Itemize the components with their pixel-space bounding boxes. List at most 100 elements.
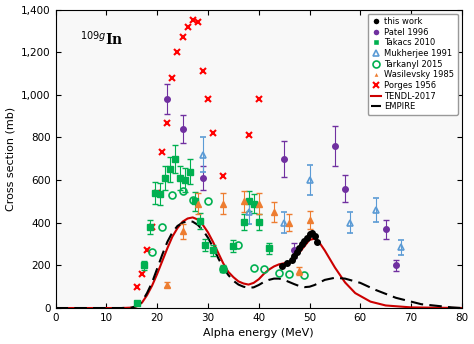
Porges 1956: [205, 97, 211, 101]
TENDL-2017: [383, 303, 389, 308]
EMPIRE: [312, 283, 318, 287]
TENDL-2017: [266, 268, 272, 272]
EMPIRE: [185, 219, 191, 223]
TENDL-2017: [210, 240, 216, 244]
EMPIRE: [119, 306, 125, 310]
TENDL-2017: [226, 270, 231, 274]
EMPIRE: [373, 288, 378, 292]
EMPIRE: [449, 305, 455, 310]
this work: [309, 232, 315, 236]
this work: [294, 249, 300, 254]
this work: [314, 240, 320, 244]
EMPIRE: [297, 284, 302, 288]
EMPIRE: [301, 285, 307, 289]
Tarkanyl 2015: [276, 271, 282, 275]
EMPIRE: [159, 252, 165, 257]
this work: [304, 236, 310, 240]
EMPIRE: [357, 281, 363, 285]
EMPIRE: [266, 278, 272, 282]
Porges 1956: [144, 248, 150, 252]
Line: Porges 1956: Porges 1956: [133, 17, 262, 290]
TENDL-2017: [276, 262, 282, 266]
TENDL-2017: [307, 238, 312, 242]
EMPIRE: [226, 273, 231, 277]
TENDL-2017: [195, 217, 201, 222]
EMPIRE: [292, 282, 297, 286]
TENDL-2017: [368, 300, 374, 304]
this work: [297, 246, 302, 250]
TENDL-2017: [246, 282, 251, 287]
Porges 1956: [149, 225, 155, 229]
EMPIRE: [241, 284, 246, 289]
Tarkanyl 2015: [286, 272, 292, 276]
EMPIRE: [200, 228, 206, 232]
EMPIRE: [53, 306, 58, 310]
this work: [279, 265, 284, 269]
TENDL-2017: [317, 241, 322, 245]
EMPIRE: [307, 284, 312, 289]
TENDL-2017: [332, 266, 338, 270]
Tarkanyl 2015: [205, 200, 211, 204]
EMPIRE: [170, 230, 175, 234]
EMPIRE: [103, 306, 109, 310]
TENDL-2017: [322, 248, 328, 252]
Legend: this work, Patel 1996, Takacs 2010, Mukherjee 1991, Tarkanyl 2015, Wasilevsky 19: this work, Patel 1996, Takacs 2010, Mukh…: [368, 14, 458, 115]
Porges 1956: [195, 20, 201, 24]
EMPIRE: [317, 280, 322, 284]
Porges 1956: [256, 97, 262, 101]
TENDL-2017: [286, 260, 292, 264]
TENDL-2017: [190, 215, 196, 219]
this work: [312, 234, 318, 238]
TENDL-2017: [352, 291, 358, 295]
EMPIRE: [155, 267, 160, 271]
Porges 1956: [155, 191, 160, 195]
TENDL-2017: [53, 306, 58, 310]
TENDL-2017: [271, 265, 277, 269]
EMPIRE: [230, 279, 236, 283]
Tarkanyl 2015: [159, 225, 165, 229]
TENDL-2017: [281, 261, 287, 265]
TENDL-2017: [103, 306, 109, 310]
Tarkanyl 2015: [180, 189, 185, 193]
EMPIRE: [322, 278, 328, 282]
this work: [289, 258, 295, 262]
EMPIRE: [220, 266, 226, 270]
this work: [292, 254, 297, 258]
TENDL-2017: [144, 293, 150, 297]
TENDL-2017: [220, 261, 226, 265]
EMPIRE: [261, 280, 267, 284]
EMPIRE: [174, 224, 180, 228]
this work: [284, 261, 290, 265]
TENDL-2017: [164, 246, 170, 250]
TENDL-2017: [180, 219, 185, 224]
Porges 1956: [185, 24, 191, 29]
Tarkanyl 2015: [170, 193, 175, 197]
TENDL-2017: [119, 306, 125, 310]
Tarkanyl 2015: [251, 266, 256, 270]
EMPIRE: [236, 282, 241, 287]
Y-axis label: Cross section (mb): Cross section (mb): [6, 107, 16, 211]
Tarkanyl 2015: [261, 267, 267, 271]
Line: EMPIRE: EMPIRE: [55, 221, 462, 308]
this work: [301, 239, 307, 243]
Porges 1956: [246, 133, 251, 137]
TENDL-2017: [185, 216, 191, 221]
EMPIRE: [332, 276, 338, 280]
Tarkanyl 2015: [220, 267, 226, 271]
TENDL-2017: [261, 272, 267, 276]
EMPIRE: [210, 245, 216, 249]
Tarkanyl 2015: [301, 273, 307, 277]
EMPIRE: [129, 305, 135, 310]
Porges 1956: [190, 18, 196, 22]
TENDL-2017: [241, 281, 246, 286]
Tarkanyl 2015: [149, 249, 155, 254]
Porges 1956: [200, 69, 206, 74]
Line: TENDL-2017: TENDL-2017: [55, 217, 462, 308]
EMPIRE: [134, 304, 140, 308]
Porges 1956: [134, 284, 140, 289]
TENDL-2017: [408, 305, 414, 310]
X-axis label: Alpha energy (MeV): Alpha energy (MeV): [203, 329, 314, 338]
EMPIRE: [246, 286, 251, 290]
EMPIRE: [251, 285, 256, 289]
TENDL-2017: [174, 226, 180, 230]
